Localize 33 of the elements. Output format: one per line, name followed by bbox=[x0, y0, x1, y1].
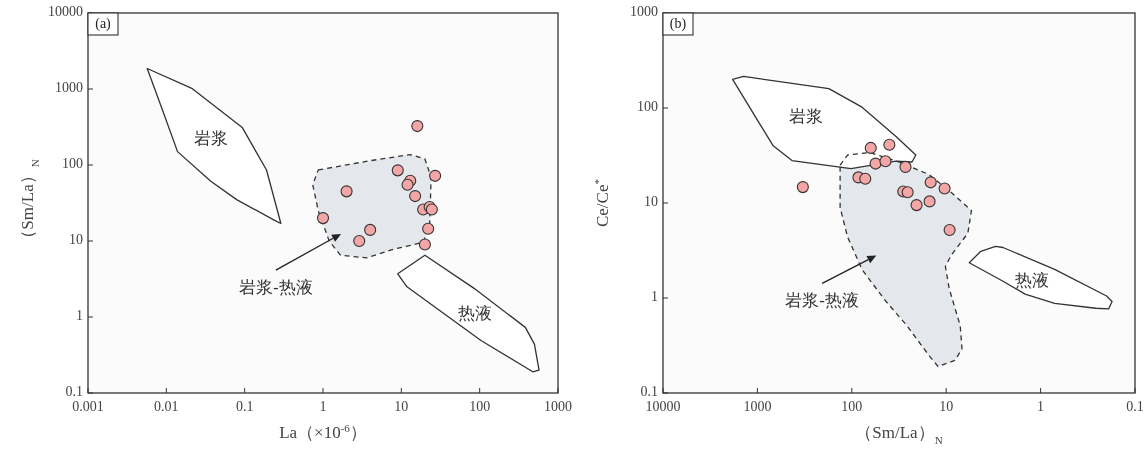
x-axis-title: La（×10$^{-6}$） bbox=[279, 422, 367, 442]
y-tick-label: 1000 bbox=[55, 80, 83, 96]
y-tick-label: 10000 bbox=[48, 4, 83, 20]
x-tick-label: 1000 bbox=[544, 399, 572, 414]
x-tick-label: 1000 bbox=[743, 399, 772, 414]
annotation: 岩浆 bbox=[193, 129, 228, 149]
x-tick-label: 100 bbox=[469, 399, 491, 414]
y-tick-label: 10 bbox=[644, 194, 658, 210]
annotation: 岩浆-热液 bbox=[785, 290, 860, 310]
annotation: 岩浆 bbox=[788, 106, 823, 126]
x-tick-label: 1 bbox=[319, 399, 327, 414]
x-tick-label: 10 bbox=[394, 399, 409, 414]
chart-title: (b) bbox=[669, 16, 687, 33]
y-tick-label: 10 bbox=[69, 232, 83, 248]
x-tick-label: 0.001 bbox=[72, 399, 104, 414]
x-tick-label: 0.1 bbox=[235, 399, 254, 414]
annotation: 岩浆-热液 bbox=[239, 277, 313, 297]
x-tick-label: 100 bbox=[841, 399, 863, 414]
chart-title: (a) bbox=[95, 16, 112, 33]
y-tick-label: 100 bbox=[62, 156, 83, 172]
y-tick-label: 1 bbox=[651, 289, 658, 305]
annotation: 热液 bbox=[458, 303, 493, 323]
y-tick-label: 1000 bbox=[630, 4, 658, 20]
y-tick-label: 0.1 bbox=[65, 384, 83, 400]
x-axis-title: （Sm/La）$_{N}$ bbox=[855, 423, 943, 446]
x-tick-label: 1 bbox=[1037, 399, 1045, 414]
x-tick-label: 10 bbox=[939, 399, 954, 414]
y-tick-label: 1 bbox=[76, 308, 83, 324]
y-tick-label: 100 bbox=[637, 99, 658, 115]
y-tick-label: 0.1 bbox=[640, 384, 658, 400]
annotation: 热液 bbox=[1015, 270, 1050, 290]
x-tick-label: 0.01 bbox=[154, 399, 179, 414]
x-tick-label: 0.1 bbox=[1126, 399, 1144, 414]
